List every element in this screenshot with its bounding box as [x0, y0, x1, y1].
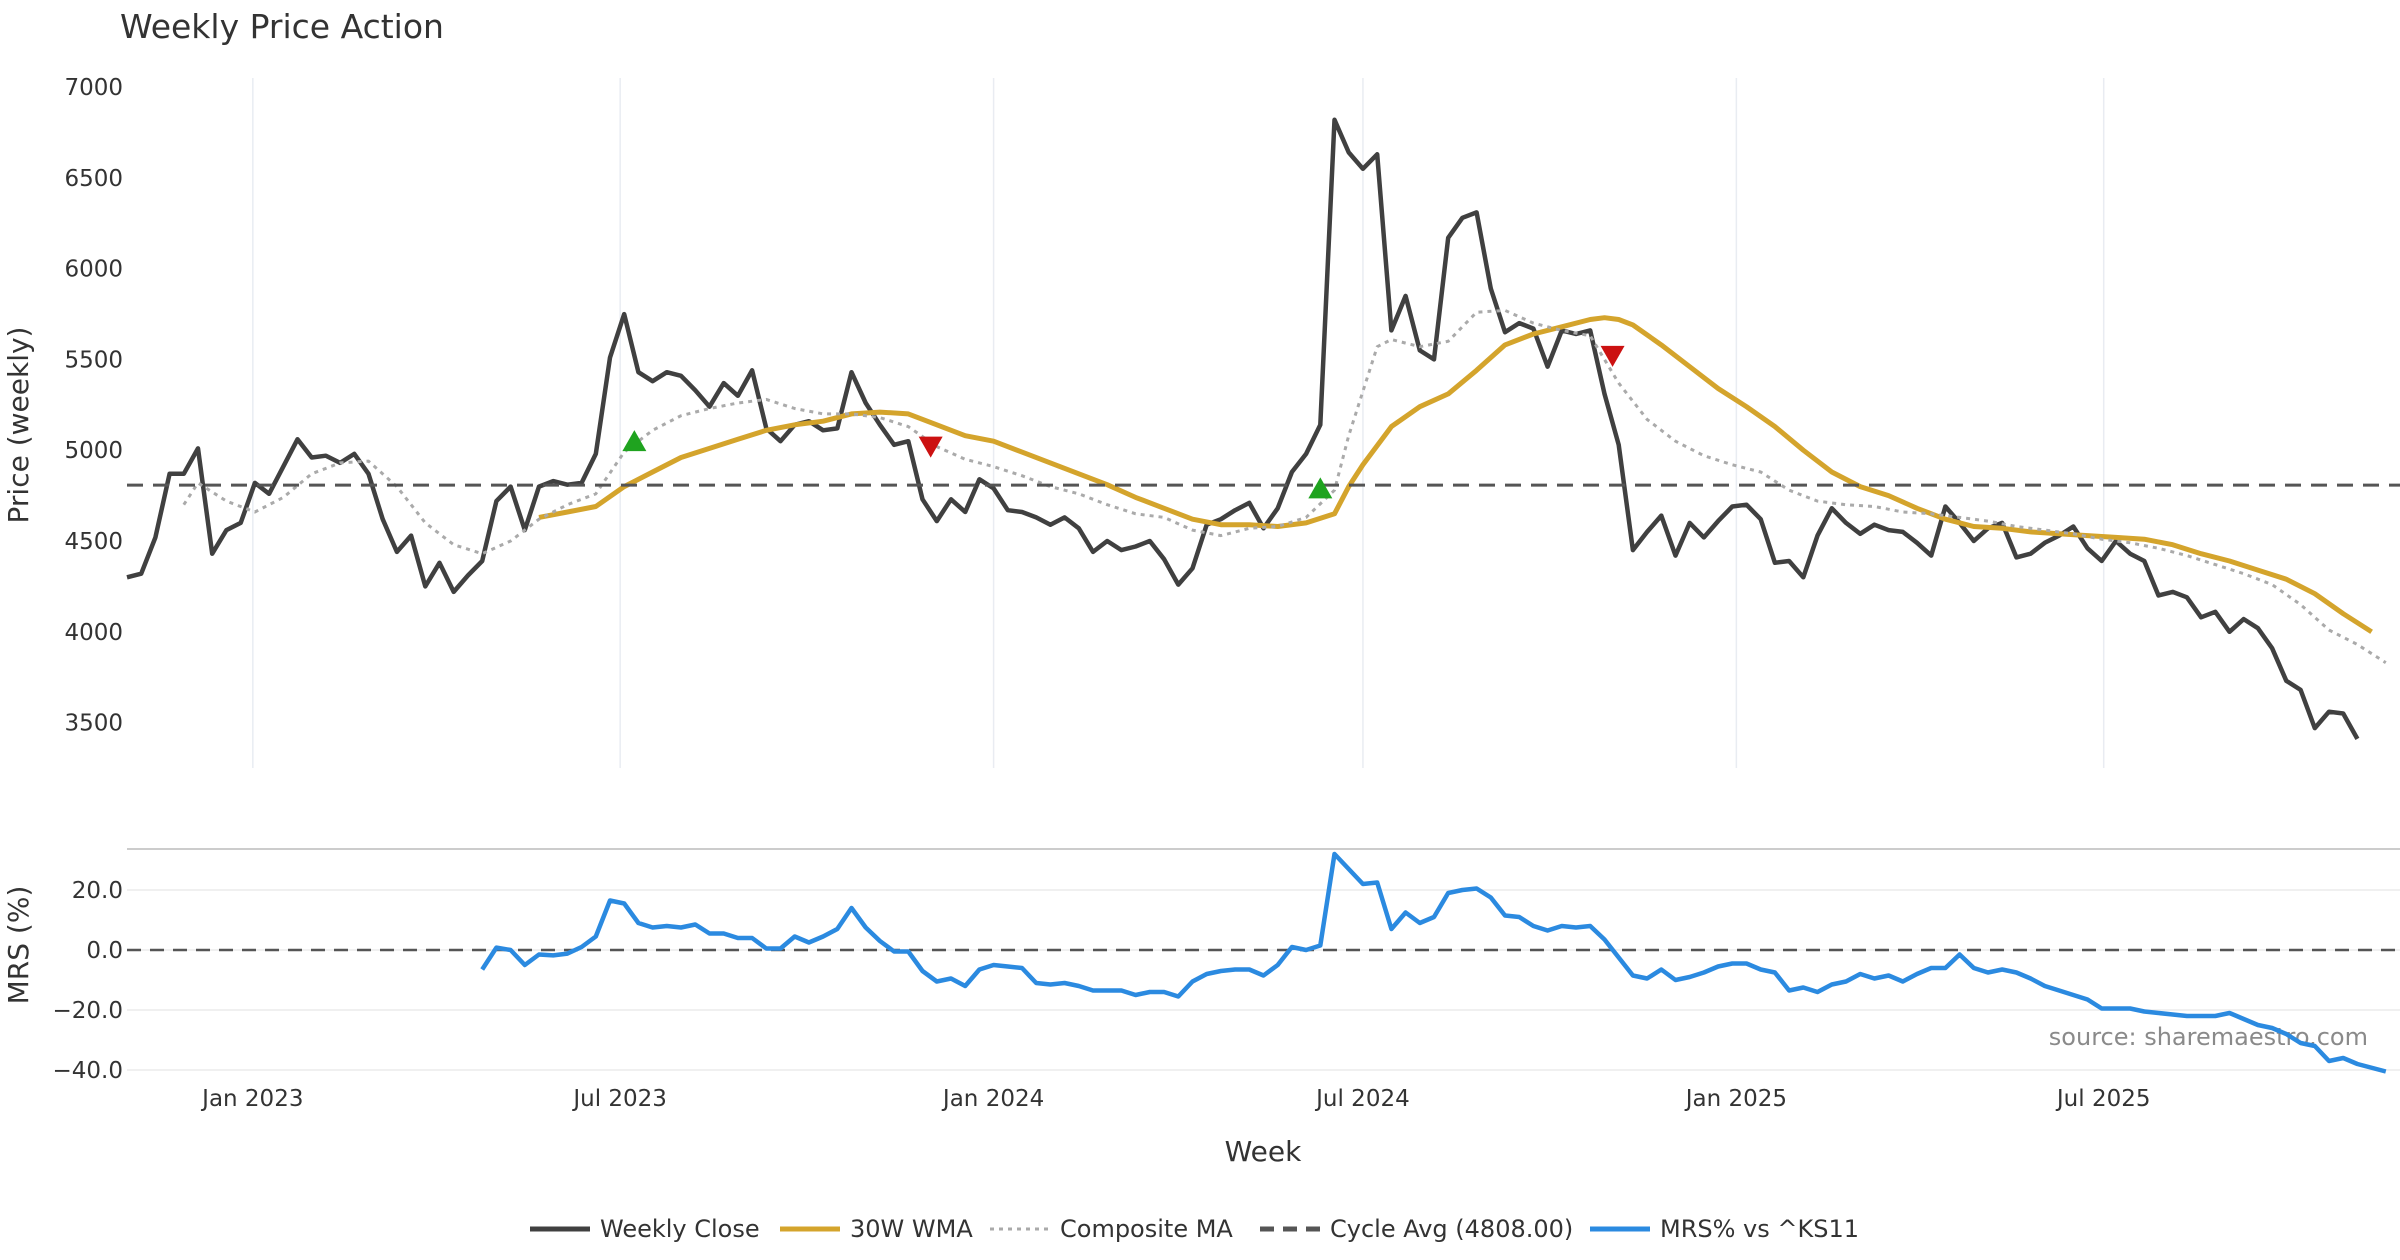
price-y-tick-label: 6500: [64, 166, 123, 192]
price-y-tick-label: 3500: [64, 711, 123, 737]
price-y-tick-label: 5000: [64, 438, 123, 464]
legend-label: 30W WMA: [850, 1215, 973, 1243]
mrs-y-tick-label: −40.0: [53, 1058, 123, 1084]
mrs-y-tick-label: 20.0: [72, 878, 123, 904]
price-y-tick-label: 5500: [64, 347, 123, 373]
sell-signal-marker: [918, 436, 943, 458]
price-y-axis-label: Price (weekly): [2, 327, 35, 524]
composite-ma-line: [182, 308, 2387, 664]
mrs-line: [480, 851, 2387, 1074]
x-tick-label: Jul 2024: [1314, 1086, 1410, 1112]
legend-label: MRS% vs ^KS11: [1660, 1215, 1859, 1243]
x-tick-label: Jan 2025: [1684, 1086, 1787, 1112]
chart-title: Weekly Price Action: [120, 7, 444, 46]
weekly-close-line: [126, 117, 2360, 740]
price-y-tick-label: 6000: [64, 257, 123, 283]
price-y-tick-label: 4000: [64, 620, 123, 646]
legend-label: Cycle Avg (4808.00): [1330, 1215, 1573, 1243]
buy-signal-marker: [1308, 477, 1333, 499]
price-y-tick-label: 4500: [64, 529, 123, 555]
sell-signal-marker: [1600, 345, 1625, 367]
x-tick-label: Jul 2025: [2055, 1086, 2151, 1112]
30w-wma-line: [538, 315, 2373, 634]
source-annotation: source: sharemaestro.com: [2049, 1023, 2368, 1051]
price-panel: 3500 4000 4500 5000 5500 6000 6500 7000: [64, 75, 2400, 768]
x-axis-label: Week: [1225, 1135, 1302, 1168]
legend-label: Weekly Close: [600, 1215, 760, 1243]
mrs-y-axis-label: MRS (%): [2, 886, 35, 1005]
buy-signal-marker: [622, 430, 647, 452]
mrs-y-tick-label: 0.0: [86, 938, 123, 964]
price-y-tick-label: 7000: [64, 75, 123, 101]
x-tick-label: Jan 2024: [941, 1086, 1044, 1112]
mrs-panel: −40.0 −20.0 0.0 20.0: [53, 848, 2400, 1084]
x-axis-ticks: Jan 2023 Jul 2023 Jan 2024 Jul 2024 Jan 2025…: [200, 1086, 2150, 1112]
x-tick-label: Jul 2023: [571, 1086, 667, 1112]
mrs-y-tick-label: −20.0: [53, 998, 123, 1024]
legend: Weekly Close 30W WMA Composite MA Cycle Avg…: [530, 1215, 1859, 1243]
legend-label: Composite MA: [1060, 1215, 1233, 1243]
x-tick-label: Jan 2023: [200, 1086, 303, 1112]
